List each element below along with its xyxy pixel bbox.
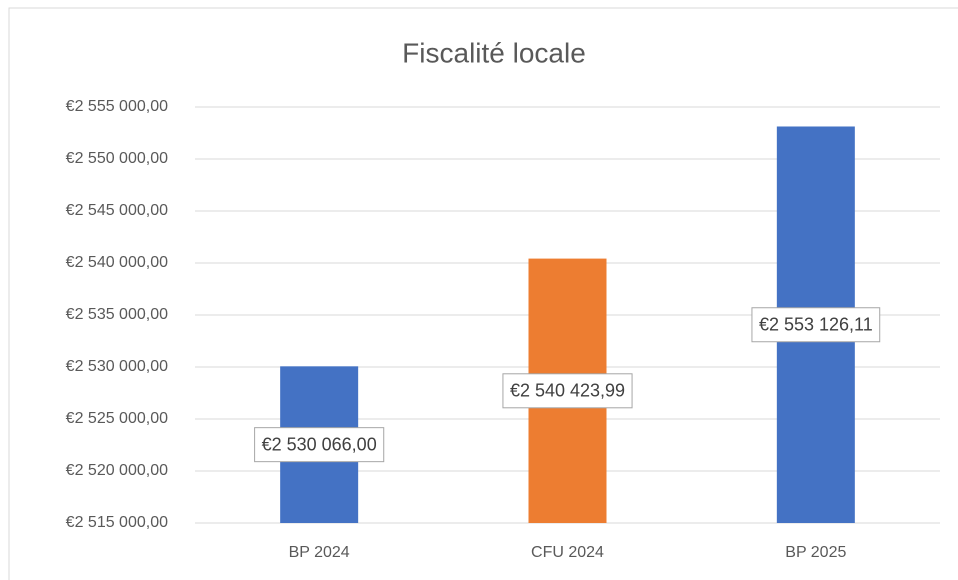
y-tick-label: €2 545 000,00 [66,202,168,219]
data-label-box [751,307,881,343]
data-label: €2 540 423,99 [510,381,625,401]
y-tick-label: €2 525 000,00 [66,410,168,427]
y-tick-label: €2 555 000,00 [66,98,168,115]
x-tick-label: CFU 2024 [531,544,604,561]
y-tick-label: €2 520 000,00 [66,462,168,479]
data-label-box [502,373,633,409]
x-tick-label: BP 2025 [785,544,846,561]
chart-title: Fiscalité locale [402,37,586,68]
y-tick-label: €2 515 000,00 [66,514,168,531]
data-label: €2 530 066,00 [262,434,377,454]
y-tick-label: €2 535 000,00 [66,306,168,323]
y-tick-label: €2 550 000,00 [66,150,168,167]
data-label: €2 553 126,11 [759,314,873,334]
data-label-box [254,427,385,463]
y-tick-label: €2 530 000,00 [66,358,168,375]
y-tick-label: €2 540 000,00 [66,254,168,271]
x-tick-label: BP 2024 [289,544,350,561]
